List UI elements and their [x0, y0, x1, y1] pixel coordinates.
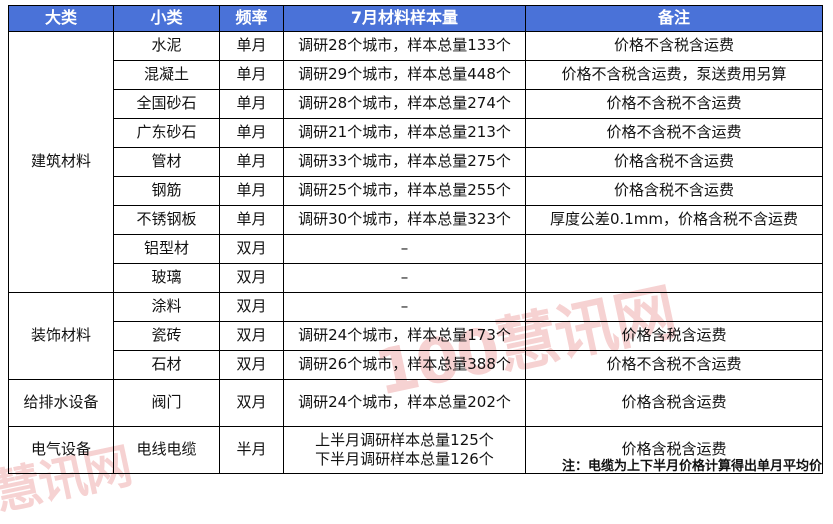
column-header-remark: 备注 — [525, 5, 823, 32]
subcategory-cell: 电线电缆 — [113, 426, 220, 474]
table-row: 建筑材料 水泥 单月 调研28个城市，样本总量133个 价格不含税含运费 — [8, 31, 823, 293]
subcategory-cell: 钢筋 — [113, 176, 220, 206]
frequency-cell: 双月 — [219, 379, 284, 427]
frequency-cell: 双月 — [219, 321, 284, 351]
sample-line-second-half: 下半月调研样本总量126个 — [315, 450, 494, 468]
remark-cell — [525, 263, 823, 293]
remark-cell: 价格不含税不含运费 — [525, 89, 823, 119]
remark-cell: 价格不含税含运费，泵送费用另算 — [525, 60, 823, 90]
group-cell-construction: 建筑材料 — [8, 31, 114, 293]
sample-cell: 调研29个城市，样本总量448个 — [283, 60, 526, 90]
remark-cell: 价格不含税含运费 — [525, 31, 823, 61]
table-row: 铝型材 双月 – — [9, 234, 823, 264]
remark-cell: 价格不含税不含运费 — [525, 118, 823, 148]
remark-cell: 价格不含税不含运费 — [525, 350, 823, 380]
remark-cell: 价格含税不含运费 — [525, 147, 823, 177]
subcategory-cell: 混凝土 — [113, 60, 220, 90]
subcategory-cell: 管材 — [113, 147, 220, 177]
column-header-sample-size: 7月材料样本量 — [283, 5, 526, 32]
subcategory-cell: 瓷砖 — [113, 321, 220, 351]
subcategory-cell: 涂料 — [113, 292, 220, 322]
sample-line-first-half: 上半月调研样本总量125个 — [315, 430, 494, 449]
remark-cell: 价格含税含运费 — [525, 426, 823, 474]
table-row: 钢筋 单月 调研25个城市，样本总量255个 价格含税不含运费 — [9, 176, 823, 206]
frequency-cell: 单月 — [219, 147, 284, 177]
table-row: 玻璃 双月 – — [9, 263, 823, 293]
subcategory-cell: 玻璃 — [113, 263, 220, 293]
footnote: 注：电缆为上下半月价格计算得出单月平均价 — [561, 459, 822, 474]
sample-cell: 调研25个城市，样本总量255个 — [283, 176, 526, 206]
frequency-cell: 双月 — [219, 292, 284, 322]
table-row: 混凝土 单月 调研29个城市，样本总量448个 价格不含税含运费，泵送费用另算 — [9, 60, 823, 90]
column-header-category: 大类 — [8, 5, 114, 32]
sample-cell: 调研24个城市，样本总量173个 — [283, 321, 526, 351]
group-cell-decoration: 装饰材料 — [8, 292, 114, 380]
page-root: 100慧讯网 慧讯网 大类 小类 频率 7月材料样本量 备注 建筑材料 水泥 单… — [0, 5, 823, 522]
frequency-cell: 单月 — [219, 31, 284, 61]
remark-cell — [525, 234, 823, 264]
table-row: 瓷砖 双月 调研24个城市，样本总量173个 价格含税含运费 — [9, 321, 823, 351]
table-row: 全国砂石 单月 调研28个城市，样本总量274个 价格不含税不含运费 — [9, 89, 823, 119]
frequency-cell: 半月 — [219, 426, 284, 474]
subcategory-cell: 铝型材 — [113, 234, 220, 264]
sample-cell: – — [283, 292, 526, 322]
sample-cell: – — [283, 234, 526, 264]
sample-cell: 上半月调研样本总量125个 下半月调研样本总量126个 — [283, 426, 526, 474]
remark-cell: 价格含税含运费 — [525, 379, 823, 427]
table-row: 给排水设备 阀门 双月 调研24个城市，样本总量202个 价格含税含运费 — [8, 379, 823, 427]
table-header: 大类 小类 频率 7月材料样本量 备注 — [8, 5, 823, 32]
sample-cell: 调研21个城市，样本总量213个 — [283, 118, 526, 148]
column-header-subcategory: 小类 — [113, 5, 220, 32]
material-sample-table: 大类 小类 频率 7月材料样本量 备注 建筑材料 水泥 单月 调研28个城市，样… — [8, 5, 823, 474]
subcategory-cell: 不锈钢板 — [113, 205, 220, 235]
sample-cell: 调研28个城市，样本总量274个 — [283, 89, 526, 119]
frequency-cell: 双月 — [219, 234, 284, 264]
subcategory-cell: 广东砂石 — [113, 118, 220, 148]
frequency-cell: 单月 — [219, 118, 284, 148]
sample-cell: 调研26个城市，样本总量388个 — [283, 350, 526, 380]
frequency-cell: 单月 — [219, 176, 284, 206]
table-row: 石材 双月 调研26个城市，样本总量388个 价格不含税不含运费 — [9, 350, 823, 380]
table-row: 装饰材料 涂料 双月 – — [8, 292, 823, 380]
frequency-cell: 单月 — [219, 205, 284, 235]
sample-cell: 调研24个城市，样本总量202个 — [283, 379, 526, 427]
subcategory-cell: 水泥 — [113, 31, 220, 61]
sample-cell: – — [283, 263, 526, 293]
frequency-cell: 单月 — [219, 60, 284, 90]
sample-cell: 调研30个城市，样本总量323个 — [283, 205, 526, 235]
subcategory-cell: 石材 — [113, 350, 220, 380]
column-header-frequency: 频率 — [219, 5, 284, 32]
subcategory-cell: 阀门 — [113, 379, 220, 427]
frequency-cell: 双月 — [219, 263, 284, 293]
header-row: 大类 小类 频率 7月材料样本量 备注 — [8, 5, 823, 32]
sample-cell: 调研33个城市，样本总量275个 — [283, 147, 526, 177]
remark-cell: 厚度公差0.1mm，价格含税不含运费 — [525, 205, 823, 235]
subcategory-cell: 全国砂石 — [113, 89, 220, 119]
frequency-cell: 单月 — [219, 89, 284, 119]
frequency-cell: 双月 — [219, 350, 284, 380]
remark-cell: 价格含税含运费 — [525, 321, 823, 351]
table-row: 不锈钢板 单月 调研30个城市，样本总量323个 厚度公差0.1mm，价格含税不… — [9, 205, 823, 235]
group-cell-electrical: 电气设备 — [8, 426, 114, 474]
table-row: 电气设备 电线电缆 半月 上半月调研样本总量125个 下半月调研样本总量126个… — [8, 426, 823, 474]
remark-cell — [525, 292, 823, 322]
table-body: 建筑材料 水泥 单月 调研28个城市，样本总量133个 价格不含税含运费 混凝土… — [8, 31, 823, 474]
table-row: 管材 单月 调研33个城市，样本总量275个 价格含税不含运费 — [9, 147, 823, 177]
group-cell-water-supply: 给排水设备 — [8, 379, 114, 427]
table-row: 广东砂石 单月 调研21个城市，样本总量213个 价格不含税不含运费 — [9, 118, 823, 148]
sample-cell: 调研28个城市，样本总量133个 — [283, 31, 526, 61]
remark-cell: 价格含税不含运费 — [525, 176, 823, 206]
